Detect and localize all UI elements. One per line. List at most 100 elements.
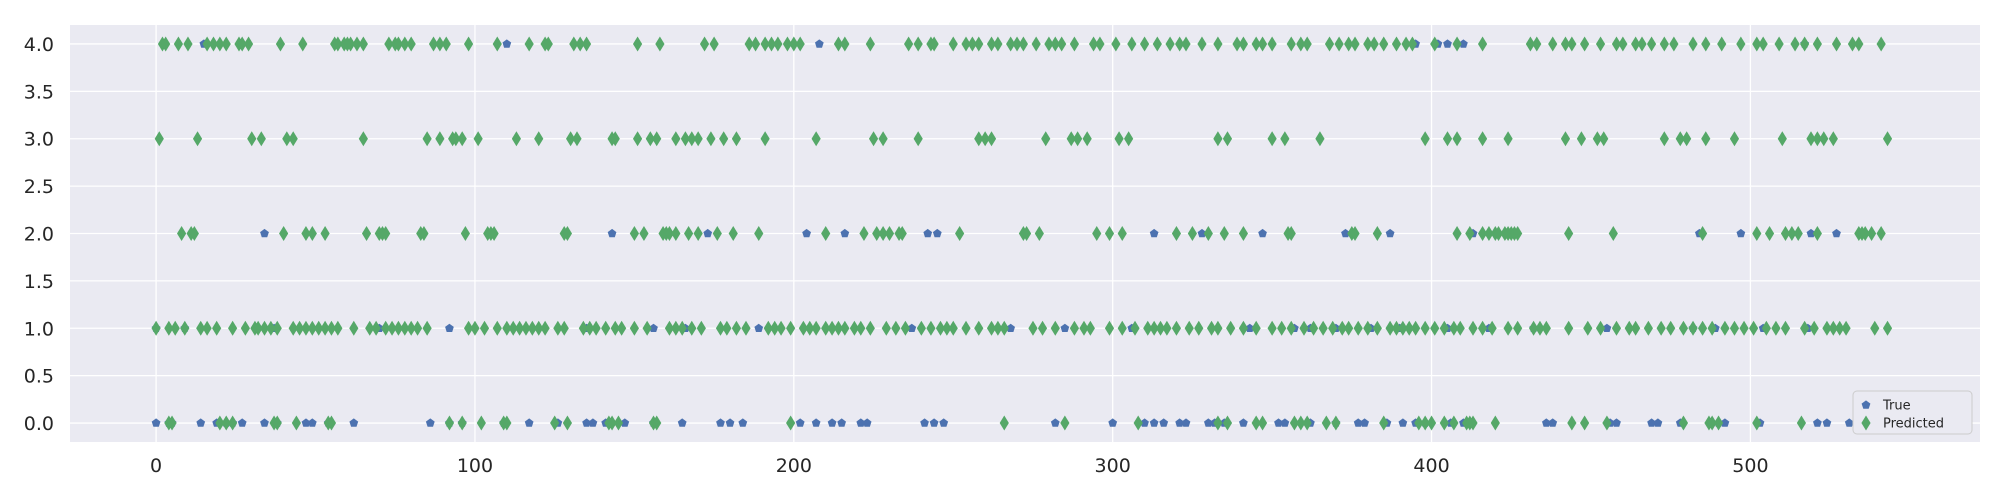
predicted-point [610,131,620,147]
predicted-point [1372,226,1382,241]
predicted-point [1477,320,1488,336]
predicted-point [1044,36,1054,52]
predicted-point [1758,36,1768,52]
predicted-point [1503,131,1513,147]
predicted-point [1155,320,1166,336]
true-point [862,418,872,427]
predicted-point [1012,36,1022,52]
predicted-point [1532,36,1542,52]
predicted-point [502,320,512,336]
predicted-point [307,226,317,241]
true-point [1832,228,1841,238]
predicted-point [639,226,649,241]
predicted-point [601,320,611,336]
predicted-point [1599,131,1609,147]
x-tick-label: 400 [1413,455,1449,477]
predicted-point [1139,36,1150,52]
predicted-point [1104,226,1115,241]
predicted-point [1465,226,1475,241]
predicted-point [1631,320,1641,336]
true-point [907,323,917,332]
y-tick-label: 3.5 [24,81,54,103]
predicted-point [1595,320,1606,336]
predicted-point [760,131,770,147]
predicted-point [553,320,563,336]
predicted-point [1643,320,1653,336]
true-point [1140,418,1149,427]
predicted-point [1286,226,1296,241]
predicted-point [422,131,432,147]
predicted-point [581,36,592,52]
predicted-point [562,226,573,241]
x-tick-label: 500 [1732,455,1768,477]
true-point [1108,418,1118,427]
predicted-point [333,36,343,52]
true-point [923,228,933,238]
true-point [1149,418,1159,427]
predicted-point [457,131,467,147]
predicted-point [196,320,206,336]
predicted-point [1299,320,1309,336]
predicted-point [693,131,703,147]
predicted-point [1800,36,1810,52]
predicted-point [1130,320,1140,336]
predicted-point [154,131,164,147]
predicted-point [1656,320,1666,336]
predicted-point [1611,36,1622,52]
predicted-point [1152,36,1162,52]
predicted-point [1018,36,1029,52]
predicted-point [1487,320,1497,336]
predicted-point [173,36,184,52]
predicted-point [811,320,821,336]
true-point [1720,418,1730,427]
predicted-point [1439,320,1449,336]
predicted-point [754,226,764,241]
predicted-point [961,320,971,336]
predicted-point [671,226,681,241]
predicted-point [419,226,429,241]
predicted-point [151,320,161,336]
predicted-point [202,320,212,336]
predicted-point [161,36,171,52]
predicted-point [1659,131,1669,147]
predicted-point [1069,36,1080,52]
predicted-point [1812,36,1822,52]
predicted-point [840,320,850,336]
predicted-point [489,226,499,241]
true-point [260,228,269,238]
predicted-point [1073,131,1083,147]
predicted-point [1764,226,1775,241]
x-tick-labels: 0 100 200 300 400 500 [150,455,1769,477]
predicted-point [986,320,997,336]
predicted-point [999,320,1009,336]
predicted-point [709,36,719,52]
true-point [1360,418,1369,427]
predicted-point [1749,320,1759,336]
predicted-point [1678,415,1689,431]
predicted-point [1331,415,1341,431]
predicted-point [645,131,655,147]
predicted-point [1449,415,1459,431]
predicted-point [1707,415,1717,431]
predicted-point [1344,36,1354,52]
predicted-point [629,226,639,241]
predicted-point [811,131,821,147]
predicted-point [1513,226,1523,241]
predicted-point [1564,226,1574,241]
predicted-point [511,131,522,147]
predicted-point [1800,320,1810,336]
predicted-point [1828,320,1838,336]
predicted-point [578,320,588,336]
predicted-point [1420,320,1430,336]
predicted-point [856,320,866,336]
predicted-point [492,36,502,52]
predicted-point [744,36,754,52]
predicted-point [1870,320,1880,336]
predicted-point [913,131,923,147]
predicted-point [1793,226,1803,241]
predicted-point [314,320,324,336]
predicted-point [1369,36,1379,52]
predicted-point [1477,131,1488,147]
predicted-point [652,415,662,431]
predicted-point [1143,320,1153,336]
